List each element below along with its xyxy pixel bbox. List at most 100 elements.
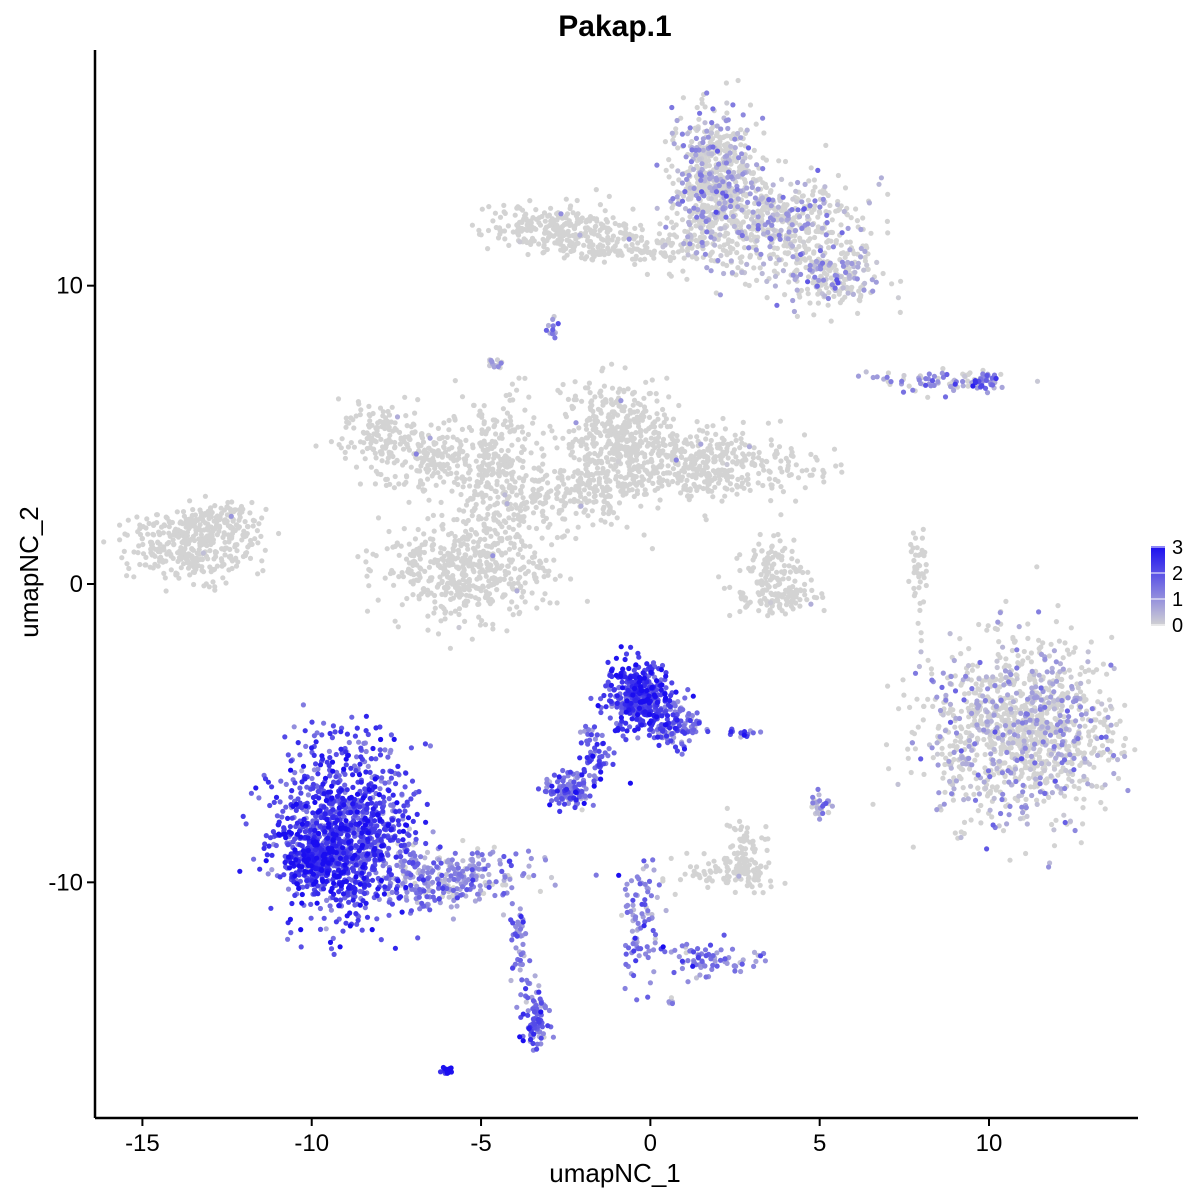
scatter-point — [929, 671, 935, 677]
scatter-point — [506, 581, 512, 587]
scatter-point — [622, 404, 628, 410]
scatter-point — [255, 540, 261, 546]
scatter-point — [724, 474, 730, 480]
scatter-point — [178, 556, 184, 562]
scatter-point — [554, 445, 560, 451]
scatter-point — [702, 479, 708, 485]
scatter-point — [477, 536, 483, 542]
scatter-point — [590, 437, 596, 443]
scatter-point — [526, 394, 532, 400]
scatter-point — [463, 552, 469, 558]
scatter-point — [738, 142, 744, 148]
scatter-point — [831, 446, 838, 452]
scatter-point — [538, 485, 544, 492]
scatter-point — [1025, 621, 1031, 627]
scatter-point — [805, 197, 812, 203]
scatter-point — [782, 545, 788, 551]
scatter-point — [210, 539, 216, 546]
scatter-point — [415, 577, 421, 584]
scatter-point — [793, 247, 799, 253]
scatter-point — [889, 281, 895, 287]
scatter-point — [957, 636, 963, 642]
scatter-point — [655, 505, 661, 511]
scatter-point — [375, 432, 381, 438]
scatter-point — [536, 565, 542, 571]
scatter-point — [499, 469, 505, 475]
scatter-point — [485, 227, 492, 234]
scatter-point — [791, 537, 797, 543]
scatter-point — [766, 476, 773, 482]
scatter-point — [368, 436, 374, 442]
scatter-point — [515, 230, 521, 236]
scatter-point — [705, 457, 711, 463]
scatter-point — [1055, 603, 1061, 609]
scatter-point — [585, 385, 591, 391]
scatter-point — [885, 191, 891, 197]
scatter-point — [868, 230, 874, 236]
scatter-point — [756, 449, 762, 456]
scatter-point — [714, 140, 720, 146]
scatter-point — [220, 575, 226, 581]
scatter-point — [240, 506, 246, 512]
scatter-point — [730, 450, 736, 456]
scatter-point — [771, 245, 777, 251]
scatter-point — [247, 510, 253, 516]
scatter-point — [227, 524, 234, 531]
scatter-point — [531, 465, 537, 471]
scatter-point — [574, 197, 580, 204]
scatter-point — [207, 506, 213, 513]
scatter-point — [739, 254, 745, 260]
scatter-point — [469, 636, 475, 642]
scatter-point — [492, 210, 498, 216]
scatter-point — [508, 461, 514, 467]
scatter-point — [522, 506, 528, 512]
scatter-point — [599, 484, 605, 490]
scatter-point — [984, 627, 990, 633]
scatter-point — [581, 509, 587, 515]
scatter-point — [140, 541, 146, 548]
scatter-point — [823, 285, 830, 291]
scatter-point — [1068, 704, 1075, 710]
scatter-point — [444, 434, 450, 440]
scatter-point — [769, 565, 775, 572]
scatter-point — [601, 498, 607, 504]
scatter-point — [910, 530, 917, 536]
scatter-point — [750, 451, 756, 457]
scatter-point — [555, 387, 561, 393]
scatter-point — [422, 541, 428, 547]
scatter-point — [738, 127, 744, 133]
scatter-point — [780, 576, 786, 582]
scatter-point — [777, 581, 783, 587]
scatter-point — [699, 100, 705, 106]
scatter-point — [522, 407, 528, 413]
scatter-point — [493, 431, 499, 437]
scatter-point — [734, 555, 740, 561]
scatter-point — [656, 480, 662, 486]
scatter-point — [502, 418, 508, 424]
scatter-point — [606, 511, 612, 517]
scatter-point — [443, 609, 449, 615]
scatter-point — [170, 555, 176, 562]
scatter-point — [768, 482, 774, 488]
scatter-point — [672, 448, 678, 454]
scatter-point — [840, 281, 847, 287]
scatter-point — [342, 455, 348, 461]
scatter-point — [606, 421, 613, 427]
scatter-point — [718, 457, 724, 463]
scatter-point — [520, 478, 527, 484]
scatter-point — [540, 461, 546, 467]
scatter-point — [666, 482, 672, 488]
scatter-point — [391, 485, 397, 491]
scatter-point — [448, 610, 454, 616]
scatter-point — [549, 428, 555, 434]
scatter-point — [417, 480, 424, 486]
scatter-point — [602, 208, 608, 214]
scatter-point — [581, 487, 588, 493]
scatter-point — [1066, 667, 1072, 673]
scatter-point — [1049, 739, 1055, 745]
scatter-point — [914, 545, 920, 551]
scatter-point — [452, 415, 458, 421]
scatter-point — [570, 210, 576, 216]
scatter-point — [351, 444, 357, 450]
scatter-point — [482, 622, 489, 628]
